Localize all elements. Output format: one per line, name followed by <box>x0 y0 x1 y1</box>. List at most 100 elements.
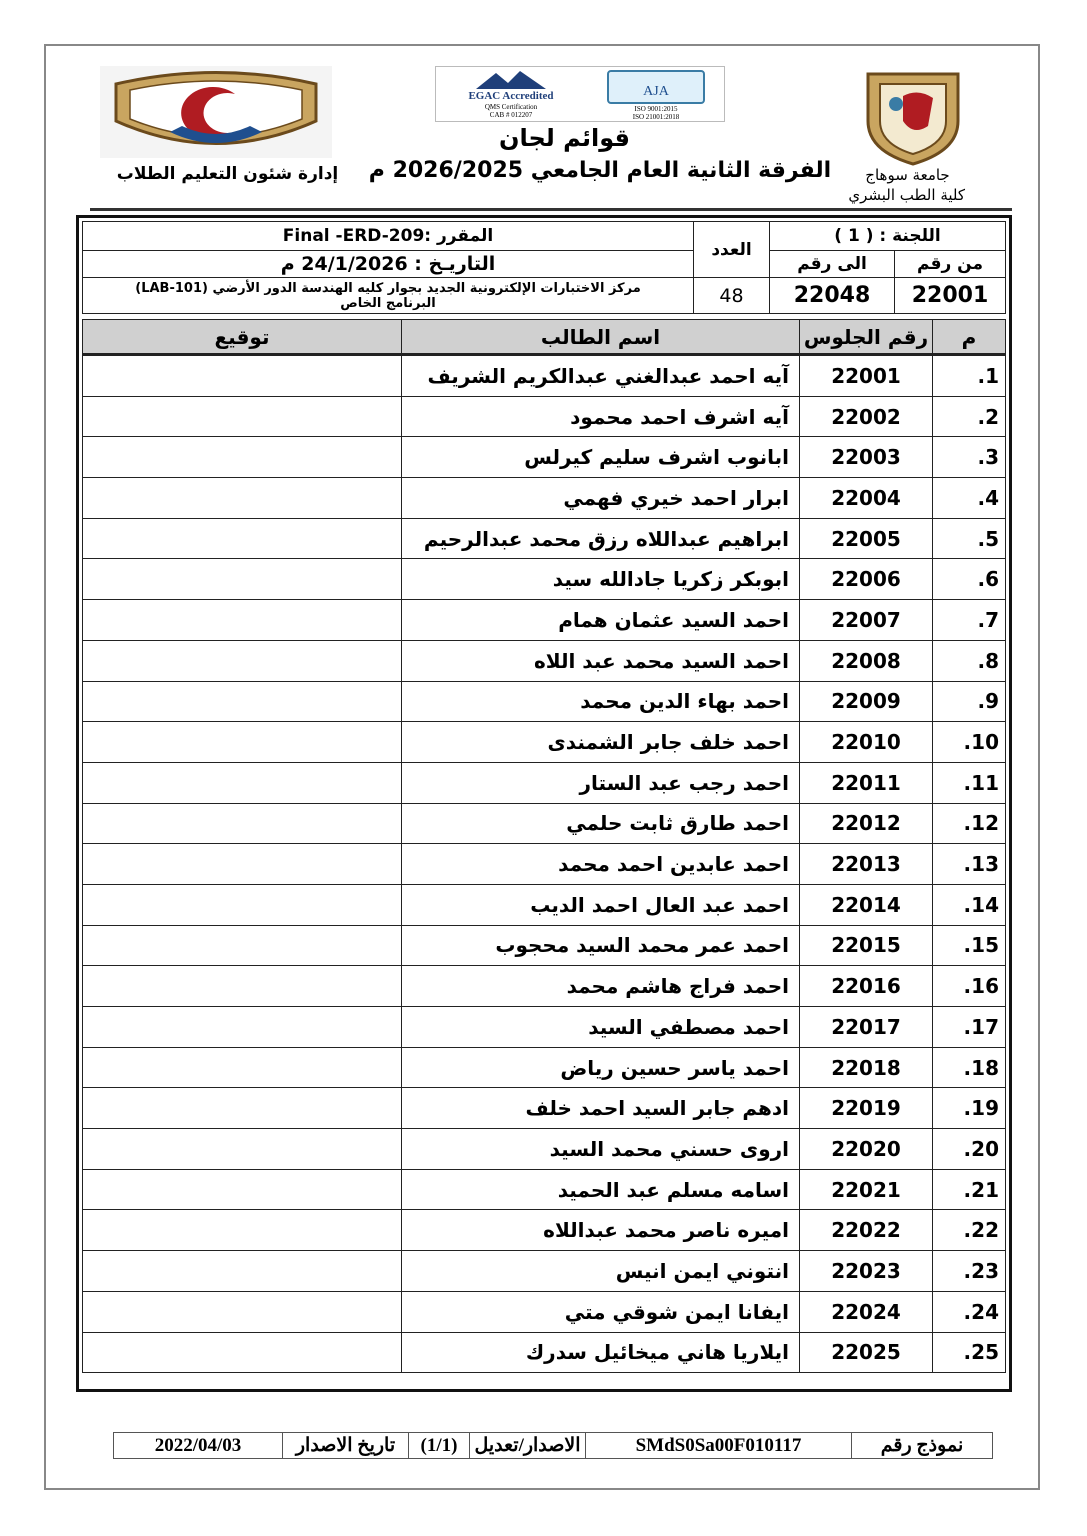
seat-number: 22010 <box>799 721 933 763</box>
signature-cell[interactable] <box>82 1209 402 1252</box>
seat-number: 22017 <box>799 1006 933 1048</box>
seat-number: 22020 <box>799 1128 933 1170</box>
row-index: 19. <box>932 1087 1006 1130</box>
signature-cell[interactable] <box>82 599 402 641</box>
table-row: 10. 22010 احمد خلف جابر الشمندى <box>82 721 1006 763</box>
student-name: احمد بهاء الدين محمد <box>401 680 800 723</box>
row-index: 25. <box>932 1331 1006 1374</box>
university-name: جامعة سوهاج <box>865 166 950 184</box>
student-name: احمد عابدين احمد محمد <box>401 843 800 885</box>
seat-number: 22015 <box>799 924 933 967</box>
signature-cell[interactable] <box>82 1168 402 1211</box>
student-name: احمد خلف جابر الشمندى <box>401 721 800 763</box>
row-index: 21. <box>932 1168 1006 1211</box>
page-title: قوائم لجان <box>499 124 630 152</box>
student-name: ادهم جابر السيد احمد خلف <box>401 1087 800 1130</box>
faculty-of-medicine-logo <box>100 66 332 158</box>
table-row: 22. 22022 اميره ناصر محمد عبداللاه <box>82 1209 1006 1252</box>
seat-number: 22004 <box>799 477 933 519</box>
signature-cell[interactable] <box>82 1250 402 1292</box>
issue-date-value: 2022/04/03 <box>113 1432 283 1459</box>
signature-cell[interactable] <box>82 477 402 519</box>
student-name: احمد ياسر حسين رياض <box>401 1046 800 1089</box>
seat-number: 22023 <box>799 1250 933 1292</box>
signature-cell[interactable] <box>82 517 402 560</box>
col-seat-number: رقم الجلوس <box>799 319 933 356</box>
signature-cell[interactable] <box>82 1046 402 1089</box>
table-row: 13. 22013 احمد عابدين احمد محمد <box>82 843 1006 885</box>
exam-location: مركز الاختبارات الإلكترونية الجديد بجوار… <box>82 277 694 314</box>
table-row: 16. 22016 احمد فراج هاشم محمد <box>82 965 1006 1007</box>
signature-cell[interactable] <box>82 1087 402 1130</box>
from-value: 22001 <box>894 277 1006 314</box>
row-index: 2. <box>932 395 1006 438</box>
row-index: 24. <box>932 1290 1006 1333</box>
row-index: 7. <box>932 599 1006 641</box>
table-row: 1. 22001 آيه احمد عبدالغني عبدالكريم الشري… <box>82 354 1006 397</box>
row-index: 10. <box>932 721 1006 763</box>
svg-text:QMS Certification: QMS Certification <box>485 103 538 111</box>
signature-cell[interactable] <box>82 558 402 601</box>
student-name: احمد السيد عثمان همام <box>401 599 800 641</box>
svg-text:AJA: AJA <box>643 84 670 99</box>
table-row: 2. 22002 آيه اشرف احمد محمود <box>82 395 1006 438</box>
col-signature: توقيع <box>82 319 402 356</box>
exam-date: التاريـخ : 24/1/2026 م <box>82 250 694 278</box>
signature-cell[interactable] <box>82 761 402 804</box>
signature-cell[interactable] <box>82 924 402 967</box>
seat-number: 22013 <box>799 843 933 885</box>
signature-cell[interactable] <box>82 1331 402 1374</box>
table-row: 14. 22014 احمد عبد العال احمد الديب <box>82 883 1006 926</box>
signature-cell[interactable] <box>82 395 402 438</box>
signature-cell[interactable] <box>82 1006 402 1048</box>
table-row: 8. 22008 احمد السيد محمد عبد اللاه <box>82 639 1006 682</box>
row-index: 13. <box>932 843 1006 885</box>
table-row: 4. 22004 ابرار احمد خيري فهمي <box>82 477 1006 519</box>
signature-cell[interactable] <box>82 883 402 926</box>
faculty-name: كلية الطب البشري <box>848 186 965 204</box>
signature-cell[interactable] <box>82 1290 402 1333</box>
table-row: 9. 22009 احمد بهاء الدين محمد <box>82 680 1006 723</box>
signature-cell[interactable] <box>82 354 402 397</box>
seat-number: 22016 <box>799 965 933 1007</box>
signature-cell[interactable] <box>82 802 402 845</box>
student-name: اميره ناصر محمد عبداللاه <box>401 1209 800 1252</box>
form-number-value: SMdS0Sa00F010117 <box>585 1432 852 1459</box>
row-index: 1. <box>932 354 1006 397</box>
signature-cell[interactable] <box>82 843 402 885</box>
department-name: إدارة شئون التعليم الطلاب <box>116 164 339 184</box>
row-index: 3. <box>932 436 1006 479</box>
student-name: ابوبكر زكريا جادالله سيد <box>401 558 800 601</box>
signature-cell[interactable] <box>82 436 402 479</box>
seat-number: 22011 <box>799 761 933 804</box>
signature-cell[interactable] <box>82 965 402 1007</box>
student-name: آيه احمد عبدالغني عبدالكريم الشريف <box>401 354 800 397</box>
table-row: 3. 22003 ابانوب اشرف سليم كيرلس <box>82 436 1006 479</box>
seat-number: 22002 <box>799 395 933 438</box>
student-name: آيه اشرف احمد محمود <box>401 395 800 438</box>
signature-cell[interactable] <box>82 1128 402 1170</box>
row-index: 12. <box>932 802 1006 845</box>
row-index: 11. <box>932 761 1006 804</box>
signature-cell[interactable] <box>82 721 402 763</box>
seat-number: 22019 <box>799 1087 933 1130</box>
student-name: اروى حسني محمد السيد <box>401 1128 800 1170</box>
to-value: 22048 <box>769 277 895 314</box>
row-index: 18. <box>932 1046 1006 1089</box>
seat-number: 22007 <box>799 599 933 641</box>
table-row: 19. 22019 ادهم جابر السيد احمد خلف <box>82 1087 1006 1130</box>
signature-cell[interactable] <box>82 639 402 682</box>
page-border <box>44 44 1040 1490</box>
seat-number: 22018 <box>799 1046 933 1089</box>
student-name: ابراهيم عبداللاه رزق محمد عبدالرحيم <box>401 517 800 560</box>
row-index: 8. <box>932 639 1006 682</box>
student-name: ابانوب اشرف سليم كيرلس <box>401 436 800 479</box>
count-label: العدد <box>693 221 770 278</box>
row-index: 14. <box>932 883 1006 926</box>
committee-number: اللجنة : ( 1 ) <box>769 221 1006 251</box>
student-name: احمد فراج هاشم محمد <box>401 965 800 1007</box>
student-name: ايلاريا هاني ميخائيل سدرك <box>401 1331 800 1374</box>
seat-number: 22024 <box>799 1290 933 1333</box>
student-name: اسامه مسلم عبد الحميد <box>401 1168 800 1211</box>
signature-cell[interactable] <box>82 680 402 723</box>
